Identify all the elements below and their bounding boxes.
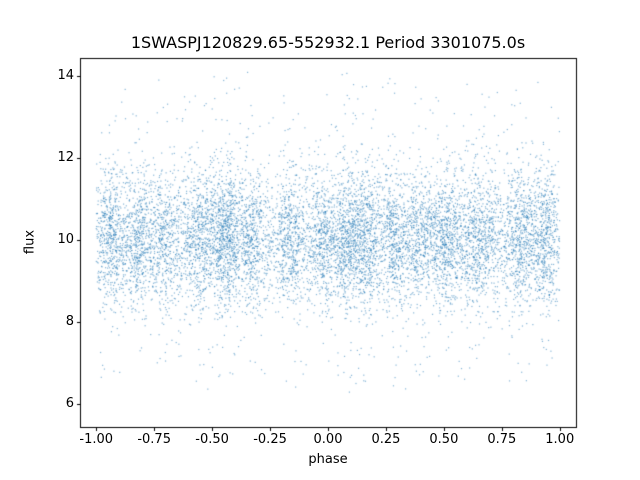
x-axis-label: phase (308, 452, 348, 467)
x-tick-label: 0.25 (371, 432, 401, 447)
x-tick-label: 0.50 (429, 432, 459, 447)
y-tick-label: 6 (65, 396, 74, 412)
x-tick-label: 1.00 (545, 432, 575, 447)
x-tick-label: 0.75 (487, 432, 517, 447)
x-tick-label: -0.75 (137, 432, 171, 447)
y-tick-label: 10 (57, 232, 74, 248)
y-tick-label: 8 (65, 314, 74, 330)
x-tick-label: -0.50 (195, 432, 229, 447)
x-tick-label: -1.00 (79, 432, 114, 447)
chart-title: 1SWASPJ120829.65-552932.1 Period 3301075… (130, 33, 526, 52)
x-tick-label: -0.25 (253, 432, 287, 447)
x-tick-label: 0.00 (313, 432, 343, 447)
y-tick-label: 12 (57, 150, 74, 166)
y-tick-label: 14 (57, 68, 74, 84)
